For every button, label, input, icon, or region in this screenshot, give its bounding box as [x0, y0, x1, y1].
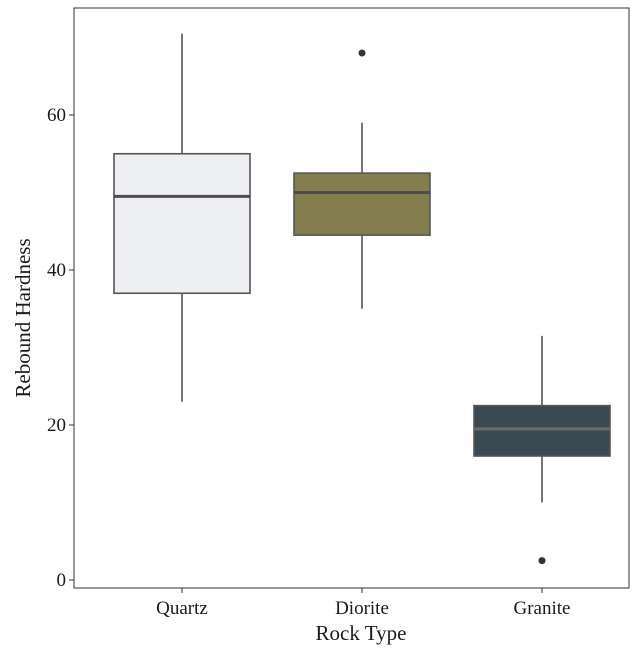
outlier-point-granite: [538, 557, 546, 565]
y-tick-label: 0: [57, 570, 67, 591]
box-granite: [473, 404, 611, 457]
y-tick-label: 40: [47, 260, 66, 281]
boxes-layer: [113, 33, 611, 565]
y-tick-label: 60: [47, 105, 66, 126]
panel-border: [73, 7, 630, 589]
outlier-point-diorite: [358, 49, 366, 57]
x-tick-label-quartz: Quartz: [156, 598, 208, 619]
x-axis-title: Rock Type: [316, 621, 407, 645]
x-axis-ticks: Quartz Diorite Granite: [156, 588, 570, 619]
box-quartz: [113, 152, 251, 295]
y-axis-ticks: 0 20 40 60: [47, 105, 74, 591]
x-tick-label-granite: Granite: [514, 598, 571, 619]
x-tick-label-diorite: Diorite: [335, 598, 389, 619]
y-tick-label: 20: [47, 415, 66, 436]
y-axis-title: Rebound Hardness: [11, 238, 35, 397]
box-diorite: [293, 172, 431, 236]
